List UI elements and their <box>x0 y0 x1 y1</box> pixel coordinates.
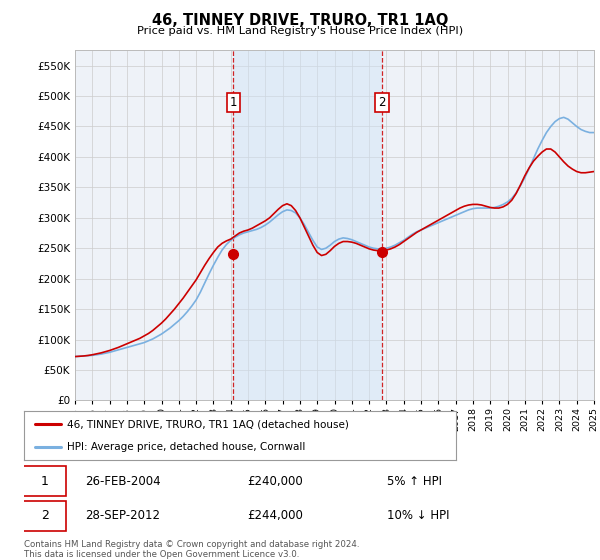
Text: 1: 1 <box>41 474 49 488</box>
Text: 1: 1 <box>230 96 237 109</box>
Text: HPI: Average price, detached house, Cornwall: HPI: Average price, detached house, Corn… <box>67 442 305 452</box>
Text: 46, TINNEY DRIVE, TRURO, TR1 1AQ: 46, TINNEY DRIVE, TRURO, TR1 1AQ <box>152 13 448 29</box>
Text: 26-FEB-2004: 26-FEB-2004 <box>85 474 161 488</box>
Text: 28-SEP-2012: 28-SEP-2012 <box>85 509 160 522</box>
Text: 2: 2 <box>379 96 386 109</box>
Text: 10% ↓ HPI: 10% ↓ HPI <box>387 509 449 522</box>
Text: Contains HM Land Registry data © Crown copyright and database right 2024.
This d: Contains HM Land Registry data © Crown c… <box>24 540 359 559</box>
FancyBboxPatch shape <box>23 501 67 531</box>
Text: Price paid vs. HM Land Registry's House Price Index (HPI): Price paid vs. HM Land Registry's House … <box>137 26 463 36</box>
Text: £244,000: £244,000 <box>247 509 303 522</box>
Text: 5% ↑ HPI: 5% ↑ HPI <box>387 474 442 488</box>
Text: £240,000: £240,000 <box>247 474 303 488</box>
Bar <box>233 50 382 400</box>
FancyBboxPatch shape <box>23 466 67 496</box>
Text: 46, TINNEY DRIVE, TRURO, TR1 1AQ (detached house): 46, TINNEY DRIVE, TRURO, TR1 1AQ (detach… <box>67 419 349 430</box>
Text: 2: 2 <box>41 509 49 522</box>
